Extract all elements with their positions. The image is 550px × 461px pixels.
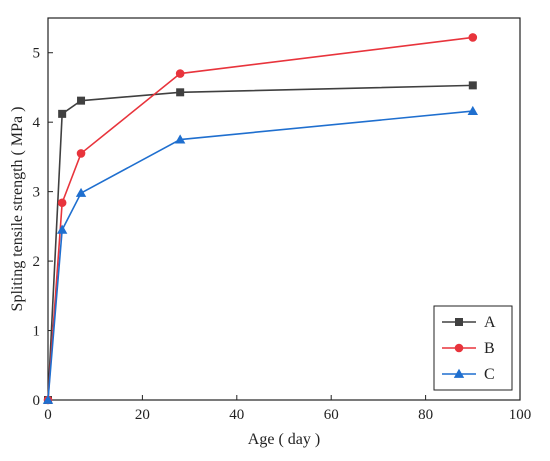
series-a-point [77, 96, 86, 105]
x-tick-label: 20 [135, 407, 150, 423]
legend-item-a: A [442, 314, 496, 331]
series-a-point [176, 88, 185, 97]
legend: ABC [433, 305, 513, 391]
series-c-point [75, 187, 87, 197]
series-c-point [42, 394, 54, 404]
y-tick-label: 5 [33, 46, 41, 62]
x-tick-label: 60 [324, 407, 339, 423]
legend-label: A [484, 314, 496, 331]
x-tick-label: 100 [509, 407, 532, 423]
legend-label: C [484, 366, 495, 383]
x-tick-label: 80 [418, 407, 433, 423]
y-axis: 0 1 2 3 4 5 [33, 46, 53, 409]
x-tick-label: 0 [44, 407, 52, 423]
legend-swatch-marker [454, 343, 464, 353]
y-tick-label: 3 [33, 185, 41, 201]
y-axis-title: Spliting tensile strength ( MPa ) [9, 107, 26, 312]
series-b-point [175, 69, 185, 78]
series-a-point [58, 109, 67, 118]
series-c-point [56, 224, 68, 234]
series-c-point [467, 105, 478, 115]
legend-label: B [484, 340, 495, 357]
x-tick-label: 40 [229, 407, 244, 423]
y-tick-label: 0 [33, 393, 41, 409]
series-layer [42, 33, 478, 405]
series-b-point [57, 198, 67, 208]
y-tick-label: 4 [33, 115, 41, 131]
y-tick-label: 2 [33, 254, 41, 270]
x-axis-title: Age ( day ) [248, 431, 320, 448]
series-c [42, 105, 478, 404]
series-c-point [174, 134, 186, 144]
legend-swatch-marker [453, 368, 465, 378]
legend-swatch-marker [455, 318, 463, 326]
y-tick-label: 1 [33, 324, 41, 340]
x-axis: 0 20 40 60 80 100 [44, 395, 531, 423]
series-a-point [468, 81, 477, 90]
legend-item-b: B [442, 340, 495, 357]
series-b-point [76, 149, 86, 158]
legend-item-c: C [442, 366, 495, 383]
series-b-point [468, 33, 478, 42]
